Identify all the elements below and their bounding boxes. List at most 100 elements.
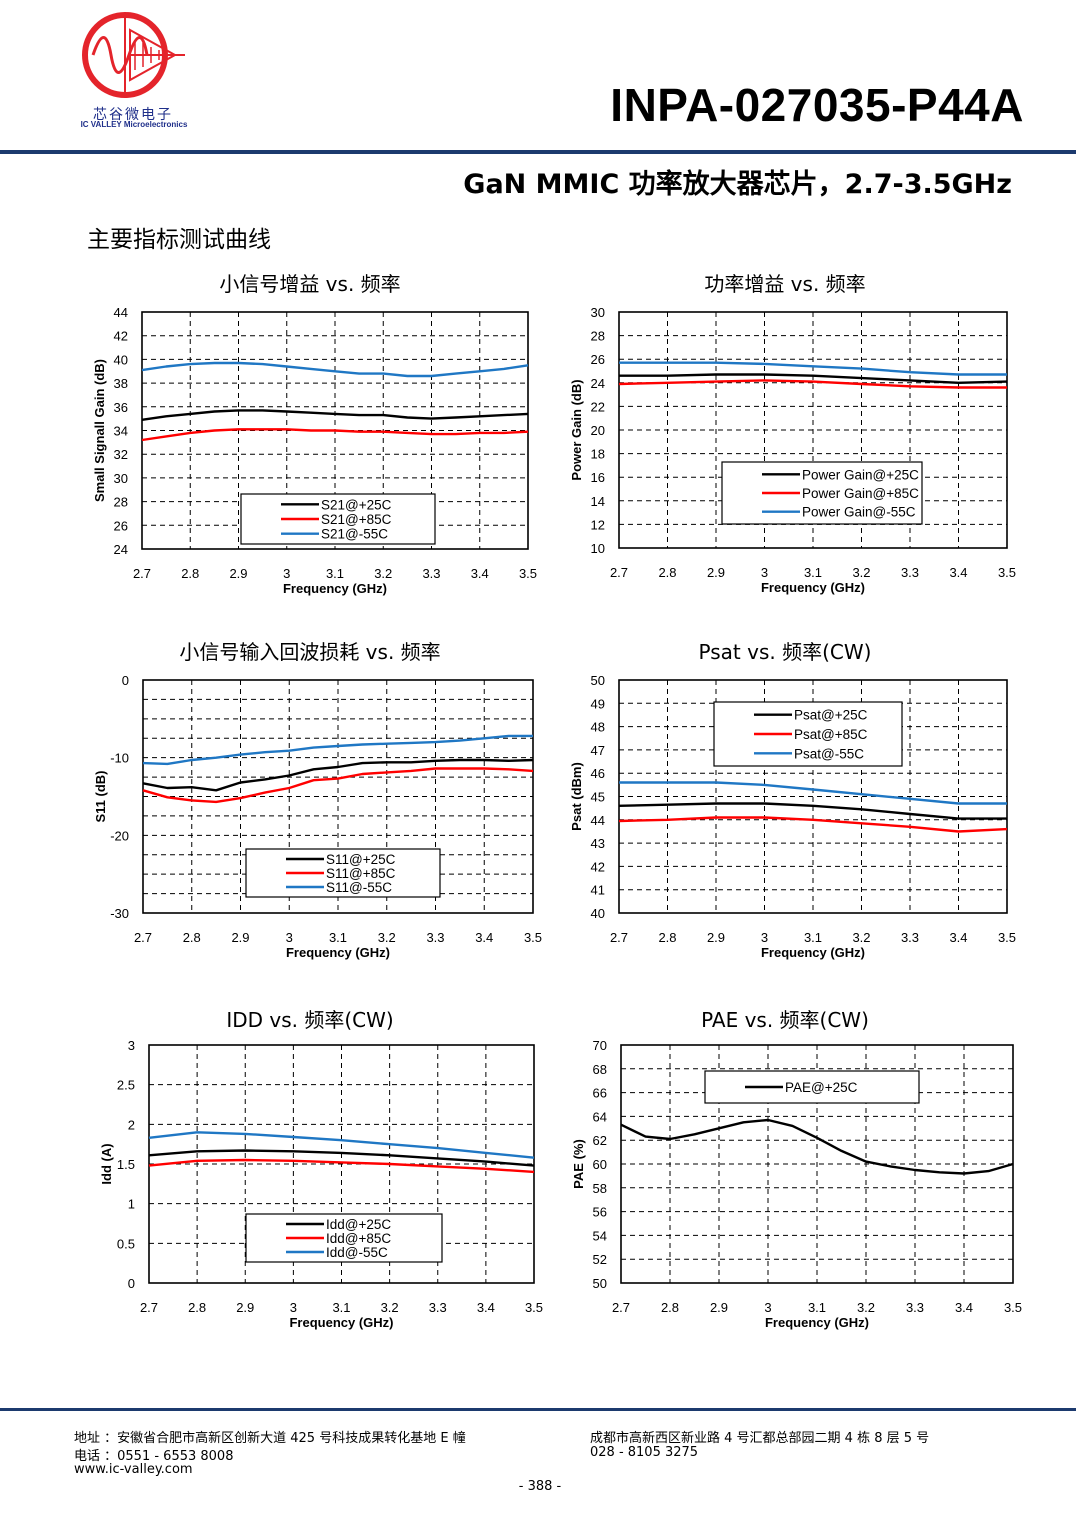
y-axis-label: S11 (dB) — [93, 770, 108, 822]
y-tick-label: 42 — [114, 329, 128, 344]
x-tick-label: 3.1 — [326, 566, 344, 581]
chart-5: 2.7 2.8 2.9 3 3.1 3.2 3.3 3.4 3.5 50 52 54 56 58 60 62 6… — [571, 1038, 1022, 1330]
logo-english-name: IC VALLEY Microelectronics — [80, 120, 188, 129]
series-line-idd-85c — [148, 1158, 535, 1174]
x-axis-label: Frequency (GHz) — [761, 945, 865, 960]
y-tick-label: 22 — [591, 399, 605, 414]
x-tick-label: 3.4 — [471, 566, 489, 581]
y-tick-label: -20 — [110, 828, 129, 843]
x-tick-label: 2.8 — [183, 930, 201, 945]
x-tick-label: 2.8 — [661, 1300, 679, 1315]
y-axis-label: Power Gain (dB) — [569, 379, 584, 480]
x-tick-label: 2.8 — [181, 566, 199, 581]
x-tick-label: 2.7 — [134, 930, 152, 945]
y-tick-label: 30 — [114, 471, 128, 486]
footer-address-hefei: 地址 ：安徽省合肥市高新区创新大道 425 号科技成果转化基地 E 幢 — [74, 1431, 466, 1446]
y-tick-label: 42 — [591, 859, 605, 874]
y-tick-label: 30 — [591, 305, 605, 320]
plot-frame — [618, 679, 1008, 914]
x-tick-label: 3.1 — [808, 1300, 826, 1315]
y-tick-label: 2 — [128, 1117, 135, 1132]
y-tick-label: 38 — [114, 376, 128, 391]
x-tick-label: 2.7 — [610, 930, 628, 945]
y-tick-label: 0 — [122, 673, 129, 688]
section-title: 主要指标测试曲线 — [87, 227, 271, 253]
x-tick-label: 3.1 — [332, 1300, 350, 1315]
x-tick-label: 2.8 — [188, 1300, 206, 1315]
y-axis-label: PAE (%) — [571, 1139, 586, 1189]
legend-box — [240, 493, 436, 545]
legend-label: Power Gain@+25C — [802, 467, 919, 482]
chart-2: 2.7 2.8 2.9 3 3.1 3.2 3.3 3.4 3.5 -30 -20 -10 0 Frequ… — [93, 673, 542, 960]
y-tick-label: 40 — [591, 906, 605, 921]
y-tick-label: 50 — [593, 1276, 607, 1291]
series-line-psat-85c — [618, 816, 1008, 833]
x-tick-label: 2.9 — [231, 930, 249, 945]
x-tick-label: 3.2 — [381, 1300, 399, 1315]
x-tick-label: 3.3 — [422, 566, 440, 581]
legend-label: S21@-55C — [321, 527, 388, 542]
chart-title-pae: PAE vs. 频率(CW) — [701, 1008, 869, 1032]
y-tick-label: 10 — [591, 541, 605, 556]
y-tick-label: 2.5 — [117, 1078, 135, 1093]
y-tick-label: 28 — [591, 329, 605, 344]
y-tick-label: 54 — [593, 1228, 607, 1243]
legend-label: S11@-55C — [326, 880, 392, 895]
y-tick-label: -10 — [110, 751, 129, 766]
y-tick-label: 3 — [128, 1038, 135, 1053]
chart-title-idd: IDD vs. 频率(CW) — [226, 1008, 394, 1032]
plot-frame — [141, 311, 529, 550]
x-tick-label: 3.3 — [429, 1300, 447, 1315]
x-tick-label: 3.2 — [374, 566, 392, 581]
y-tick-label: 0 — [128, 1276, 135, 1291]
y-tick-label: 43 — [591, 836, 605, 851]
y-tick-label: 45 — [591, 790, 605, 805]
legend-label: S11@+85C — [326, 866, 396, 881]
chart-1: 2.7 2.8 2.9 3 3.1 3.2 3.3 3.4 3.5 10 12 14 16 18 20 22 2… — [569, 305, 1016, 595]
x-tick-label: 3.5 — [998, 565, 1016, 580]
x-tick-label: 3.2 — [852, 565, 870, 580]
series-line-s21-25c — [141, 409, 529, 421]
x-tick-label: 3.2 — [857, 1300, 875, 1315]
legend-box — [713, 701, 903, 767]
y-tick-label: 16 — [591, 470, 605, 485]
x-axis-label: Frequency (GHz) — [761, 580, 865, 595]
x-tick-label: 3 — [764, 1300, 771, 1315]
series-line-power-gain-55c — [619, 361, 1007, 376]
x-tick-label: 3.2 — [378, 930, 396, 945]
legend-box — [245, 1213, 443, 1263]
x-axis-label: Frequency (GHz) — [286, 945, 390, 960]
y-axis-label: Psat (dBm) — [569, 762, 584, 831]
y-tick-label: 44 — [591, 813, 605, 828]
y-tick-label: 14 — [591, 494, 605, 509]
x-tick-label: 3.4 — [475, 930, 493, 945]
series-line-idd-25c — [148, 1149, 535, 1167]
y-tick-label: 46 — [591, 766, 605, 781]
x-tick-label: 2.7 — [133, 566, 151, 581]
x-tick-label: 3.5 — [519, 566, 537, 581]
series-line-s11-85c — [142, 767, 534, 804]
legend-label: S21@+85C — [321, 512, 392, 527]
y-tick-label: 52 — [593, 1252, 607, 1267]
x-tick-label: 2.8 — [658, 930, 676, 945]
y-tick-label: 1.5 — [117, 1157, 135, 1172]
y-tick-label: 20 — [591, 423, 605, 438]
x-tick-label: 3.2 — [852, 930, 870, 945]
series-line-s21-55c — [141, 361, 529, 378]
footer-website[interactable]: www.ic-valley.com — [74, 1462, 193, 1477]
x-tick-label: 3.4 — [949, 930, 967, 945]
legend-label: Power Gain@-55C — [802, 505, 916, 520]
y-tick-label: 32 — [114, 447, 128, 462]
x-tick-label: 3 — [283, 566, 290, 581]
x-tick-label: 3.5 — [525, 1300, 543, 1315]
series-line-pae-25c — [620, 1118, 1014, 1175]
legend-label: Idd@+85C — [326, 1231, 391, 1246]
y-tick-label: 24 — [114, 542, 128, 557]
x-tick-label: 2.9 — [710, 1300, 728, 1315]
legend-label: Idd@-55C — [326, 1245, 388, 1260]
x-tick-label: 2.7 — [610, 565, 628, 580]
x-tick-label: 3 — [286, 930, 293, 945]
legend: Power Gain@+25C Power Gain@+85C Power Gain… — [721, 461, 923, 525]
